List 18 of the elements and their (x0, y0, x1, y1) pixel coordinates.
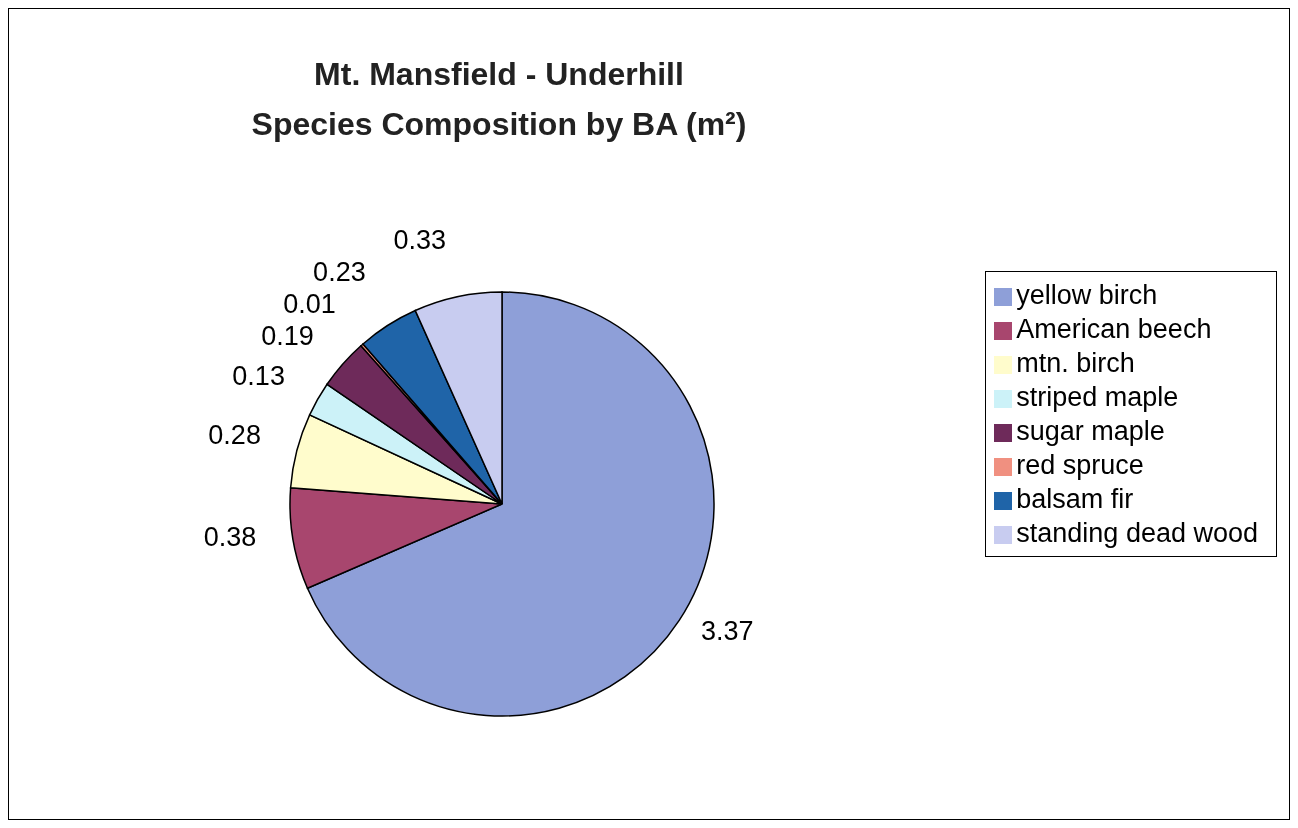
data-label: 0.19 (261, 320, 314, 351)
legend-label: balsam fir (1016, 484, 1134, 514)
legend-label: yellow birch (1016, 280, 1158, 310)
data-label: 3.37 (700, 616, 754, 647)
legend-label: standing dead wood (1016, 518, 1258, 548)
data-label: 0.01 (283, 288, 336, 319)
legend-label: mtn. birch (1016, 348, 1135, 378)
chart-subtitle: Species Composition by BA (m²) (250, 105, 748, 144)
data-label: 0.13 (232, 361, 285, 392)
data-label: 0.38 (203, 522, 257, 553)
legend-label: striped maple (1016, 382, 1179, 412)
data-label: 0.33 (393, 224, 446, 255)
data-label: 0.28 (208, 420, 261, 451)
chart-title: Mt. Mansfield - Underhill (313, 55, 685, 94)
data-label: 0.23 (313, 256, 366, 287)
legend-label: sugar maple (1016, 416, 1165, 446)
legend-label: red spruce (1016, 450, 1144, 480)
legend-label: American beech (1016, 314, 1212, 344)
